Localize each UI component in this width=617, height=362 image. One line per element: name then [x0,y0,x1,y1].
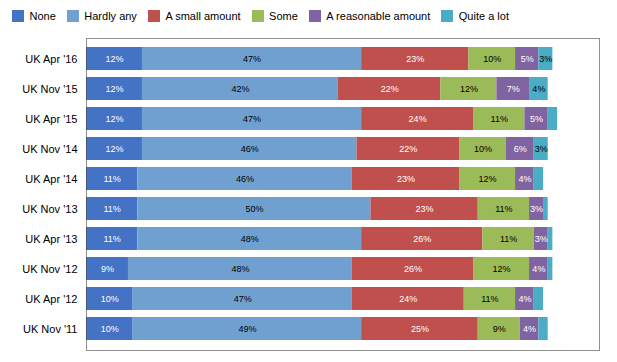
svg-text:24%: 24% [409,113,427,123]
svg-text:11%: 11% [491,113,508,123]
html-text:A reasonable amount: A reasonable amount [326,10,431,22]
svg-text:26%: 26% [404,263,422,273]
svg-text:48%: 48% [241,233,259,243]
svg-text:11%: 11% [103,173,120,183]
html-text:Some: Some [269,10,298,22]
svg-text:6%: 6% [514,143,527,153]
html-text:A small amount: A small amount [165,10,241,22]
svg-text:4%: 4% [532,83,545,93]
svg-text:10%: 10% [101,293,119,303]
svg-text:26%: 26% [413,233,431,243]
svg-text:11%: 11% [481,293,498,303]
svg-text:UK Apr '16: UK Apr '16 [25,52,77,64]
svg-text:3%: 3% [530,203,543,213]
svg-text:47%: 47% [234,293,252,303]
svg-text:22%: 22% [399,143,417,153]
svg-text:22%: 22% [381,83,399,93]
svg-text:42%: 42% [231,83,249,93]
svg-text:12%: 12% [105,53,123,63]
svg-text:48%: 48% [231,263,249,273]
svg-text:11%: 11% [495,203,512,213]
svg-text:5%: 5% [521,53,534,63]
svg-text:9%: 9% [101,263,114,273]
svg-text:UK Nov '11: UK Nov '11 [23,322,77,334]
svg-text:4%: 4% [523,323,536,333]
svg-text:3%: 3% [539,53,552,63]
html-text:None: None [29,10,56,22]
svg-text:46%: 46% [236,173,254,183]
svg-text:47%: 47% [243,53,261,63]
svg-text:12%: 12% [460,83,478,93]
svg-text:9%: 9% [493,323,506,333]
svg-text:12%: 12% [105,143,123,153]
svg-text:UK Nov '15: UK Nov '15 [22,82,77,94]
html-text:Quite a lot: Quite a lot [458,10,509,22]
svg-text:46%: 46% [241,143,259,153]
svg-text:UK Apr '15: UK Apr '15 [25,112,77,124]
svg-text:10%: 10% [101,323,119,333]
svg-text:24%: 24% [399,293,417,303]
svg-text:11%: 11% [103,233,120,243]
svg-text:UK Nov '14: UK Nov '14 [22,142,77,154]
svg-text:UK Apr '14: UK Apr '14 [25,172,77,184]
svg-text:12%: 12% [479,173,497,183]
svg-text:50%: 50% [245,203,263,213]
svg-text:12%: 12% [493,263,511,273]
svg-text:11%: 11% [103,203,120,213]
svg-text:3%: 3% [535,233,548,243]
html-text:Hardly any: Hardly any [84,10,137,22]
svg-text:4%: 4% [518,293,531,303]
svg-text:49%: 49% [238,323,256,333]
svg-text:10%: 10% [483,53,501,63]
svg-text:23%: 23% [406,53,424,63]
svg-text:11%: 11% [500,233,517,243]
svg-text:25%: 25% [411,323,429,333]
svg-text:23%: 23% [397,173,415,183]
svg-text:UK Apr '13: UK Apr '13 [25,232,77,244]
svg-text:7%: 7% [507,83,520,93]
svg-text:23%: 23% [416,203,434,213]
svg-text:12%: 12% [105,83,123,93]
svg-text:UK Nov '13: UK Nov '13 [22,202,77,214]
svg-text:4%: 4% [532,263,545,273]
svg-text:5%: 5% [530,113,543,123]
svg-text:3%: 3% [535,143,548,153]
svg-text:12%: 12% [105,113,123,123]
svg-text:UK Nov '12: UK Nov '12 [22,262,77,274]
svg-text:10%: 10% [474,143,492,153]
svg-text:4%: 4% [518,173,531,183]
svg-text:47%: 47% [243,113,261,123]
svg-text:UK Apr '12: UK Apr '12 [25,292,77,304]
